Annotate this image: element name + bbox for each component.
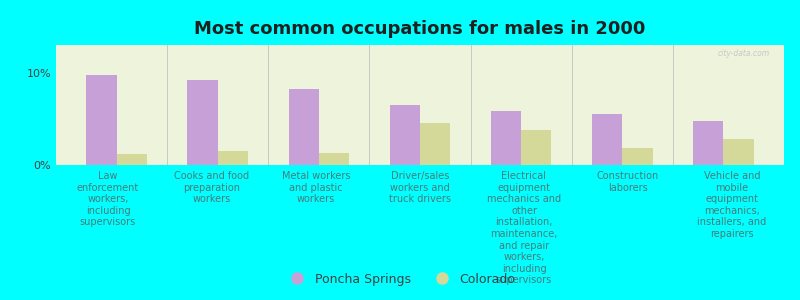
Bar bbox=[390, 105, 420, 165]
Text: Construction
laborers: Construction laborers bbox=[597, 171, 659, 193]
Bar bbox=[289, 89, 319, 165]
Bar bbox=[490, 112, 521, 165]
Bar bbox=[218, 151, 248, 165]
Text: Law
enforcement
workers,
including
supervisors: Law enforcement workers, including super… bbox=[77, 171, 139, 227]
Title: Most common occupations for males in 2000: Most common occupations for males in 200… bbox=[194, 20, 646, 38]
Bar bbox=[187, 80, 218, 165]
Text: Cooks and food
preparation
workers: Cooks and food preparation workers bbox=[174, 171, 250, 204]
Bar bbox=[117, 154, 147, 165]
Bar bbox=[319, 153, 350, 165]
Bar bbox=[420, 124, 450, 165]
Legend: Poncha Springs, Colorado: Poncha Springs, Colorado bbox=[280, 268, 520, 291]
Text: city-data.com: city-data.com bbox=[718, 49, 770, 58]
Text: Metal workers
and plastic
workers: Metal workers and plastic workers bbox=[282, 171, 350, 204]
Bar bbox=[521, 130, 551, 165]
Bar bbox=[693, 121, 723, 165]
Bar bbox=[723, 139, 754, 165]
Text: Driver/sales
workers and
truck drivers: Driver/sales workers and truck drivers bbox=[389, 171, 451, 204]
Bar bbox=[592, 114, 622, 165]
Text: Vehicle and
mobile
equipment
mechanics,
installers, and
repairers: Vehicle and mobile equipment mechanics, … bbox=[698, 171, 766, 239]
Bar bbox=[86, 74, 117, 165]
Bar bbox=[622, 148, 653, 165]
Text: Electrical
equipment
mechanics and
other
installation,
maintenance,
and repair
w: Electrical equipment mechanics and other… bbox=[487, 171, 561, 285]
